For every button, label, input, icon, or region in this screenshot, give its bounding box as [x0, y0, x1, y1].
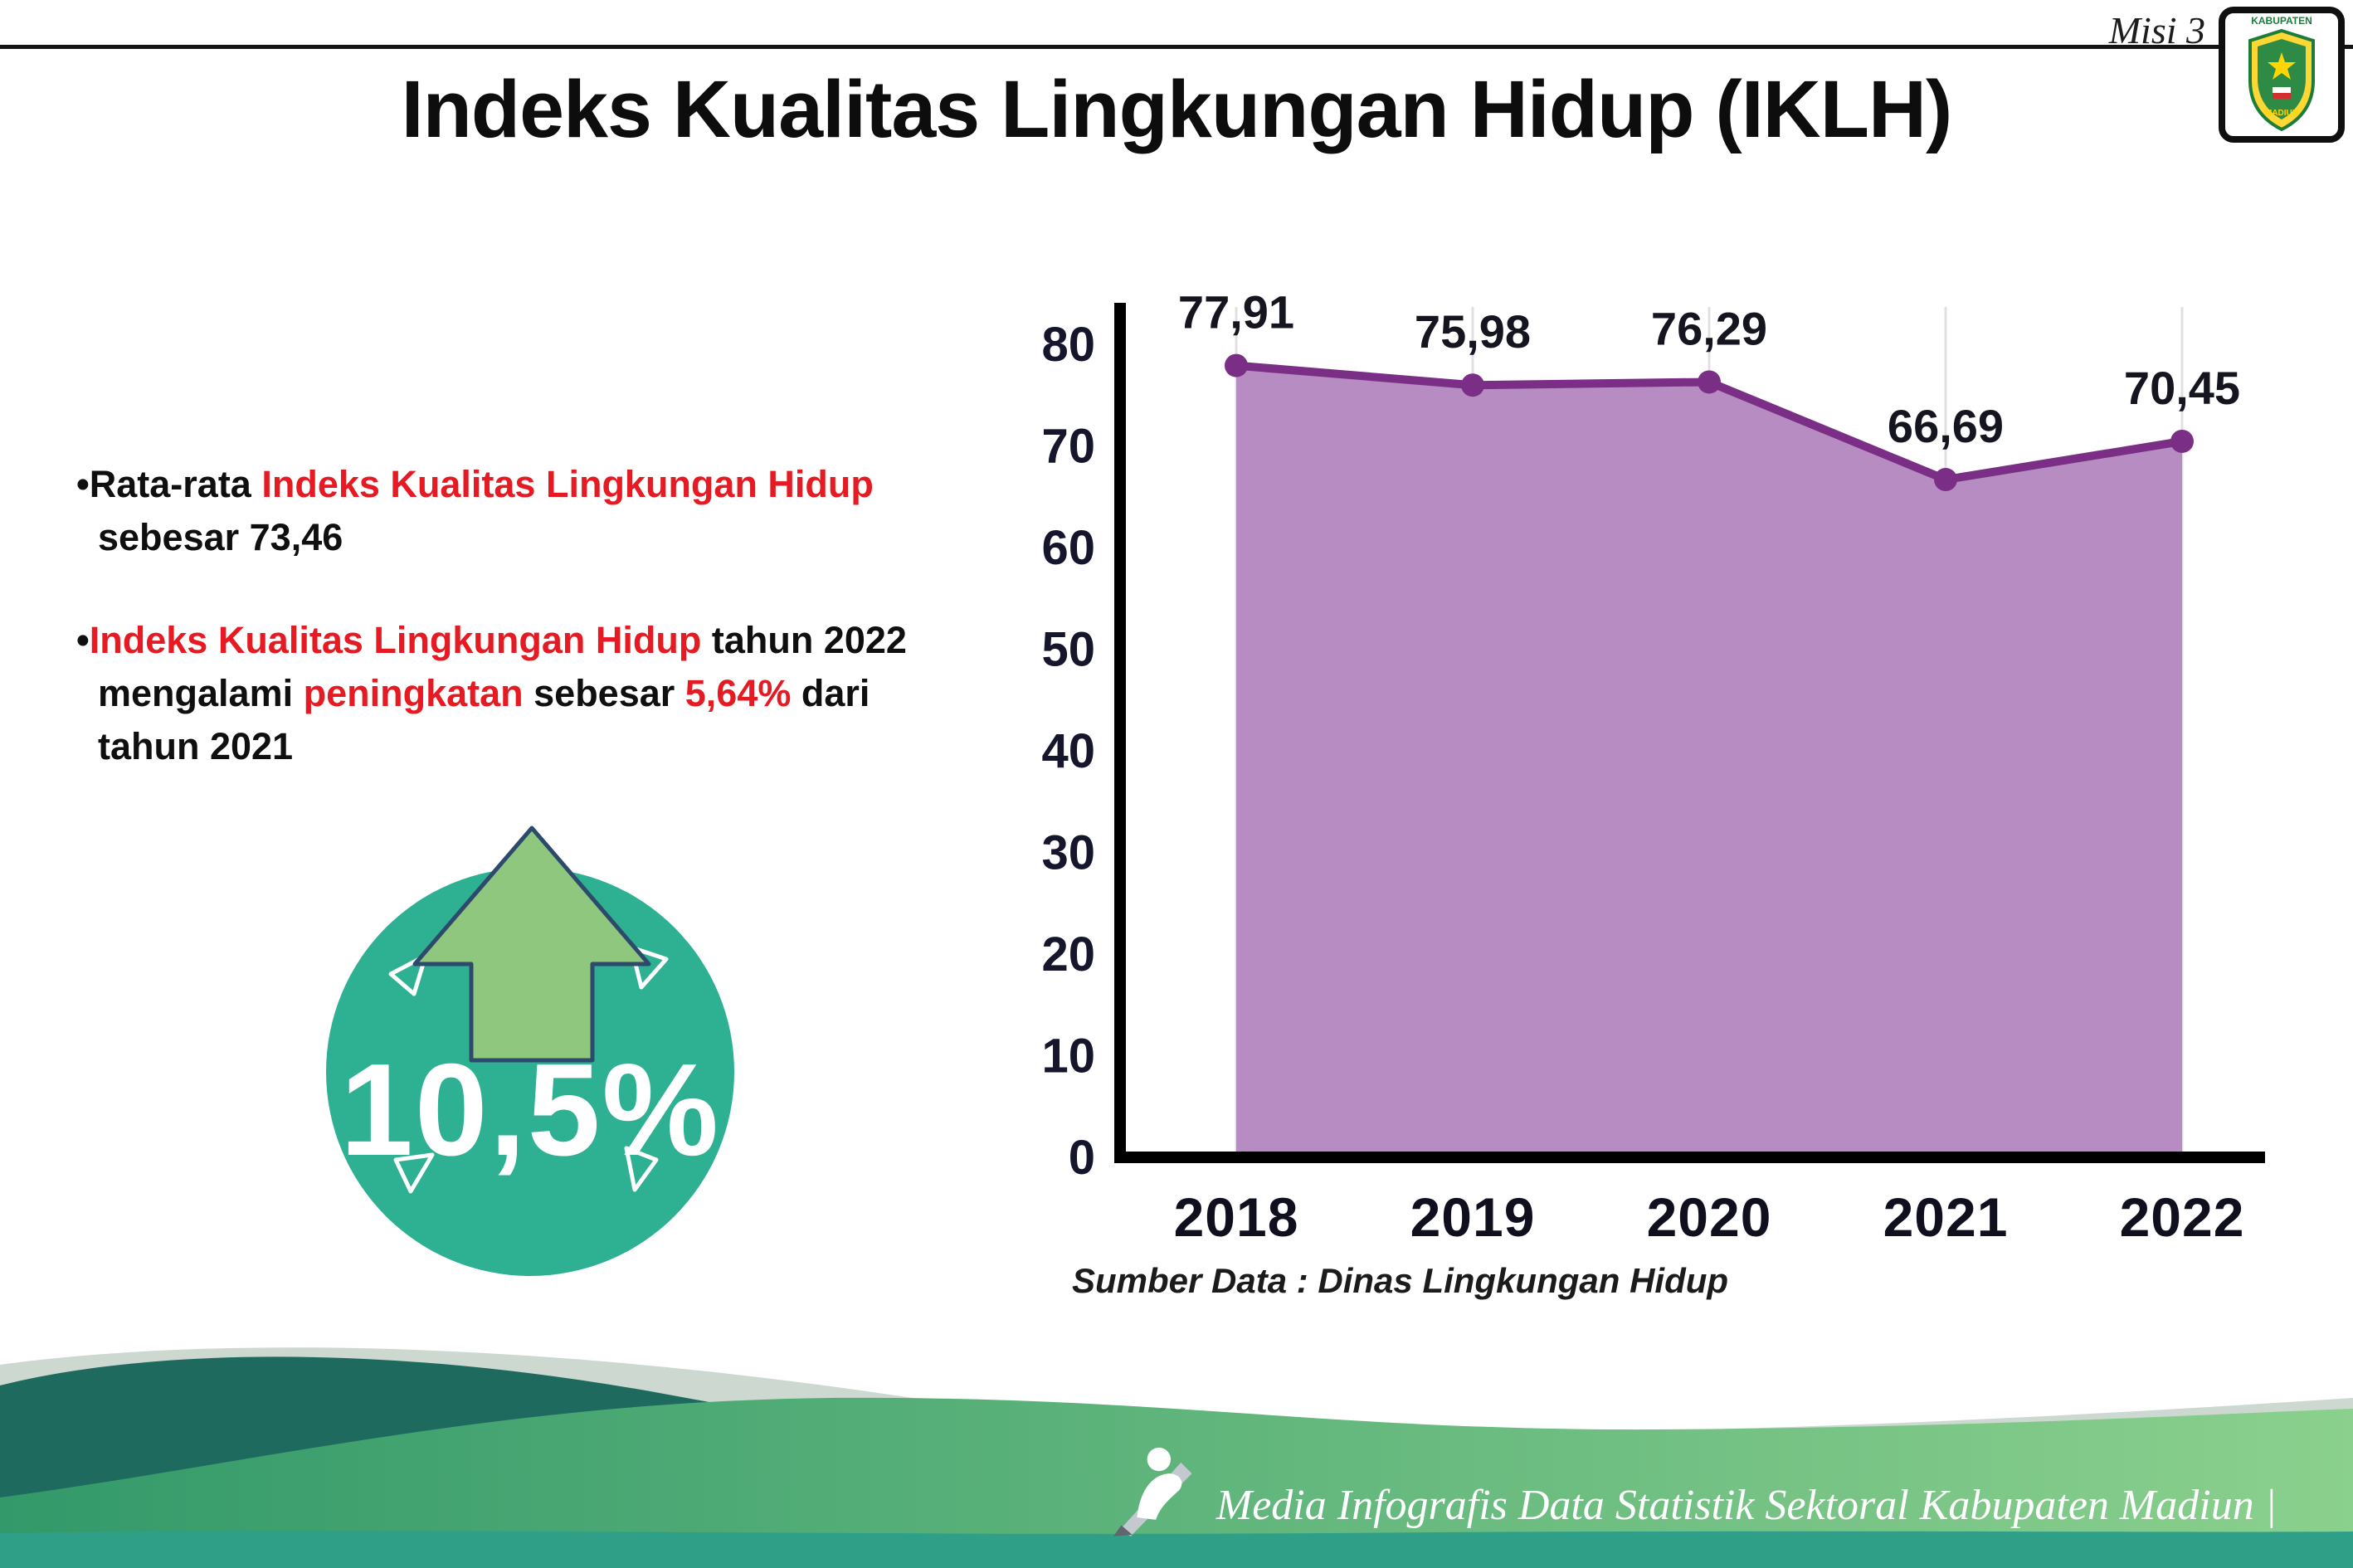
svg-text:0: 0: [1069, 1131, 1095, 1185]
text-segment-red: 5,64%: [684, 671, 792, 714]
bullet-average-line1: •Rata-rata Indeks Kualitas Lingkungan Hi…: [76, 458, 989, 511]
svg-text:66,69: 66,69: [1888, 400, 2004, 452]
writer-icon: [1113, 1447, 1192, 1536]
svg-text:77,91: 77,91: [1178, 286, 1294, 338]
text-segment: •: [76, 618, 90, 661]
page-title: Indeks Kualitas Lingkungan Hidup (IKLH): [401, 64, 1953, 154]
header-rule: [0, 45, 2353, 49]
svg-text:75,98: 75,98: [1415, 305, 1531, 358]
bullet-increase: •Indeks Kualitas Lingkungan Hidup tahun …: [76, 614, 989, 773]
data-source-caption: Sumber Data : Dinas Lingkungan Hidup: [1072, 1261, 1729, 1300]
crest-icon: KABUPATEN MADIUN: [2248, 15, 2315, 132]
text-segment: tahun 2022: [701, 618, 907, 661]
svg-text:2019: 2019: [1410, 1186, 1536, 1248]
footer-credit-text: Media Infografis Data Statistik Sektoral…: [1215, 1482, 2277, 1529]
bullet-increase-line3: tahun 2021: [98, 724, 294, 767]
text-segment-red: Indeks Kualitas Lingkungan Hidup: [89, 618, 702, 661]
svg-text:10: 10: [1041, 1030, 1095, 1083]
svg-text:60: 60: [1041, 521, 1095, 575]
svg-text:80: 80: [1041, 318, 1095, 372]
text-segment: sebesar: [523, 671, 685, 714]
svg-text:50: 50: [1041, 623, 1095, 677]
svg-text:40: 40: [1041, 724, 1095, 778]
logo-top-text: KABUPATEN: [2251, 15, 2312, 27]
key-points: •Rata-rata Indeks Kualitas Lingkungan Hi…: [76, 458, 989, 822]
svg-text:2020: 2020: [1647, 1186, 1772, 1248]
logo-bottom-text: MADIUN: [2265, 109, 2298, 118]
up-arrow-icon: [412, 825, 651, 1063]
svg-text:70: 70: [1041, 420, 1095, 474]
crest-shield-inner: [2258, 39, 2306, 119]
crest-band-red: [2273, 93, 2291, 99]
iklh-chart-svg: 77,91 75,98 76,29 66,69 70,45 0 10 20 30 40 50 60 70…: [1041, 286, 2265, 1248]
bullet-increase-line2: mengalami peningkatan sebesar 5,64% dari: [76, 667, 989, 720]
footer-credit: Media Infografis Data Statistik Sektoral…: [1113, 1440, 2277, 1538]
text-segment: mengalami: [98, 671, 304, 714]
text-segment: dari: [791, 671, 870, 714]
kabupaten-madiun-logo: KABUPATEN MADIUN: [2219, 7, 2345, 143]
svg-text:2018: 2018: [1174, 1186, 1299, 1248]
misi-label: Misi 3: [2108, 9, 2205, 51]
text-segment-red: peningkatan: [303, 671, 524, 714]
svg-text:2022: 2022: [2120, 1186, 2245, 1248]
text-segment: •Rata-rata: [76, 463, 262, 505]
bullet-average-line2: sebesar 73,46: [98, 515, 343, 558]
iklh-chart: 77,91 75,98 76,29 66,69 70,45 0 10 20 30 40 50 60 70…: [996, 274, 2290, 1352]
bullet-average: •Rata-rata Indeks Kualitas Lingkungan Hi…: [76, 458, 989, 564]
text-segment-red: Indeks Kualitas Lingkungan Hidup: [261, 463, 874, 505]
crest-star: [2268, 52, 2296, 80]
svg-text:2021: 2021: [1883, 1186, 2009, 1248]
svg-text:20: 20: [1041, 928, 1095, 981]
svg-text:70,45: 70,45: [2124, 362, 2240, 414]
svg-text:30: 30: [1041, 826, 1095, 880]
footer-wave-art: [0, 1347, 2353, 1568]
svg-text:76,29: 76,29: [1651, 302, 1767, 354]
wave-bottom-strip: [0, 1531, 2353, 1568]
bullet-increase-line1: •Indeks Kualitas Lingkungan Hidup tahun …: [76, 614, 989, 667]
